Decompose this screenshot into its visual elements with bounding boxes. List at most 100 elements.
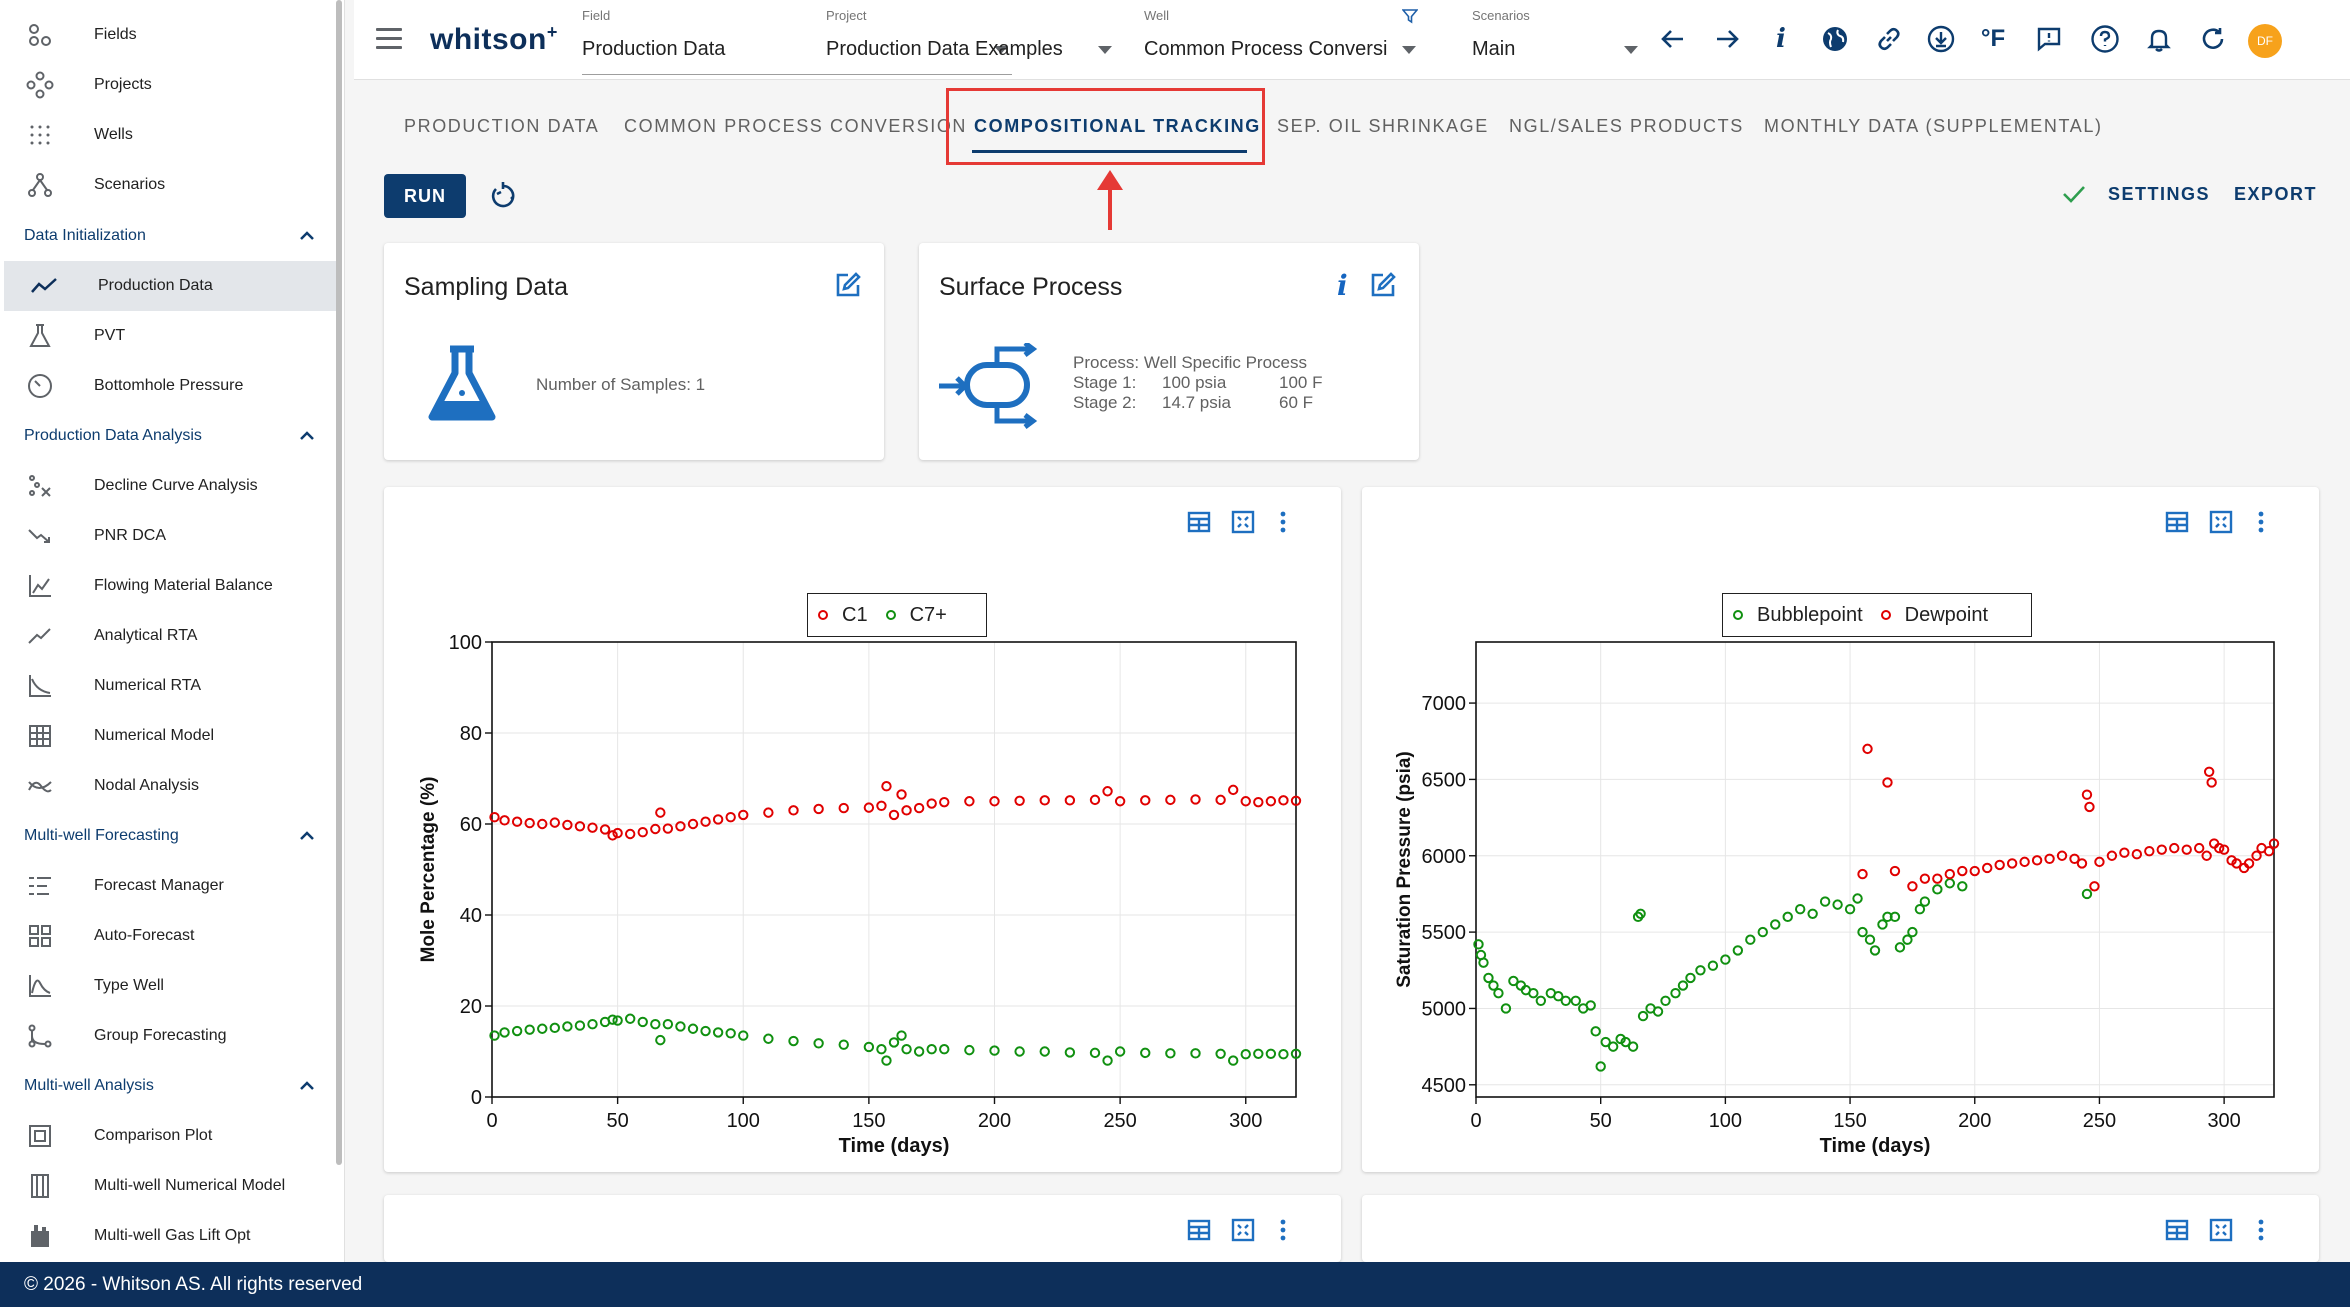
section-production-data-analysis[interactable]: Production Data Analysis — [0, 411, 340, 461]
sidebar-item-analytical-rta[interactable]: Analytical RTA — [0, 611, 340, 661]
settings-button[interactable]: SETTINGS — [2108, 184, 2211, 204]
app-logo[interactable]: whitson+ — [430, 22, 558, 57]
export-button[interactable]: EXPORT — [2234, 184, 2318, 204]
tab-production-data[interactable]: PRODUCTION DATA — [404, 116, 600, 136]
more-vert-icon[interactable] — [2246, 1215, 2276, 1245]
legend-marker — [1733, 610, 1743, 620]
more-vert-icon[interactable] — [2246, 507, 2276, 537]
fullscreen-icon[interactable] — [1228, 507, 1258, 537]
sidebar-item-decline-curve-analysis[interactable]: Decline Curve Analysis — [0, 461, 340, 511]
link-icon[interactable] — [1872, 22, 1906, 56]
chevron-down-icon — [1624, 46, 1638, 54]
feedback-icon[interactable] — [2032, 22, 2066, 56]
edit-icon[interactable] — [834, 271, 862, 299]
tab-common-process-conversion[interactable]: COMMON PROCESS CONVERSION — [624, 116, 968, 136]
info-icon[interactable]: i — [1337, 269, 1348, 302]
field-select[interactable]: Field Production Data — [582, 4, 1012, 78]
fullscreen-icon[interactable] — [2206, 507, 2236, 537]
stage-2-pressure: 14.7 psia — [1162, 393, 1231, 412]
data-point — [1635, 908, 1646, 919]
project-select[interactable]: Project Production Data Examples — [826, 4, 1112, 78]
well-select[interactable]: Well Common Process Conversi — [1144, 4, 1434, 78]
edit-icon[interactable] — [1369, 271, 1397, 299]
reset-icon[interactable] — [487, 180, 519, 212]
section-data-initialization[interactable]: Data Initialization — [0, 211, 340, 261]
sidebar-item-multi-well-gas-lift-opt[interactable]: Multi-well Gas Lift Opt — [0, 1211, 340, 1261]
tab-ngl-sales-products[interactable]: NGL/SALES PRODUCTS — [1509, 116, 1744, 136]
avatar[interactable]: DF — [2248, 24, 2282, 58]
sidebar-item-group-forecasting[interactable]: Group Forecasting — [0, 1011, 340, 1061]
data-point — [896, 1030, 907, 1041]
saturation-pressure-chart[interactable]: 0 50 100 150 200 250 300 4500 5000 5500 6000 6500 70… — [1362, 487, 2319, 1172]
filter-icon[interactable] — [1402, 8, 1418, 24]
sidebar-item-numerical-rta[interactable]: Numerical RTA — [0, 661, 340, 711]
legend-item[interactable]: C1 — [818, 604, 868, 627]
logo-plus: + — [546, 22, 558, 42]
legend-item[interactable]: C7+ — [885, 603, 947, 627]
type-curve-icon — [26, 972, 54, 1000]
legend-item[interactable]: Bubblepoint — [1733, 604, 1863, 627]
run-button[interactable]: RUN — [384, 174, 466, 218]
download-icon[interactable] — [1924, 22, 1958, 56]
data-point — [1607, 1041, 1619, 1052]
section-multi-well-analysis[interactable]: Multi-well Analysis — [0, 1061, 340, 1111]
section-multi-well-forecasting[interactable]: Multi-well Forecasting — [0, 811, 340, 861]
more-vert-icon[interactable] — [1268, 1215, 1298, 1245]
tab-monthly-data[interactable]: MONTHLY DATA (SUPPLEMENTAL) — [1764, 116, 2103, 136]
table-icon[interactable] — [1184, 1215, 1214, 1245]
menu-icon[interactable] — [376, 28, 402, 50]
sidebar-item-fields[interactable]: Fields — [0, 10, 340, 60]
fullscreen-icon[interactable] — [1228, 1215, 1258, 1245]
section-title: Production Data Analysis — [24, 427, 202, 444]
sidebar-item-wells[interactable]: Wells — [0, 110, 340, 160]
data-point — [1944, 868, 1956, 880]
x-tick-label: 50 — [607, 1110, 629, 1132]
info-icon[interactable]: i — [1776, 24, 1786, 54]
table-icon[interactable] — [2162, 507, 2192, 537]
data-point — [1637, 1010, 1649, 1022]
data-point — [499, 1027, 510, 1038]
tab-compositional-tracking[interactable]: COMPOSITIONAL TRACKING — [974, 116, 1261, 136]
data-point — [1982, 862, 1993, 874]
temperature-unit-toggle[interactable]: °F — [1980, 25, 2006, 52]
scenario-select[interactable]: Scenarios Main — [1472, 4, 1638, 78]
x-tick-label: 300 — [2207, 1110, 2240, 1132]
sidebar-scrollbar[interactable] — [336, 0, 342, 1165]
legend-label: C7+ — [909, 603, 947, 626]
data-point — [700, 1025, 711, 1037]
sidebar-item-type-well[interactable]: Type Well — [0, 961, 340, 1011]
bell-icon[interactable] — [2142, 22, 2176, 56]
data-point — [1627, 1041, 1639, 1052]
data-point — [926, 798, 937, 809]
globe-icon[interactable] — [1818, 22, 1852, 56]
sidebar-item-comparison-plot[interactable]: Comparison Plot — [0, 1111, 340, 1161]
tab-sep-oil-shrinkage[interactable]: SEP. OIL SHRINKAGE — [1277, 116, 1489, 136]
more-vert-icon[interactable] — [1268, 507, 1298, 537]
arrow-left-icon[interactable] — [1656, 22, 1690, 56]
table-icon[interactable] — [2162, 1215, 2192, 1245]
series-c7- — [489, 1013, 1302, 1066]
sampling-data-card: Sampling Data Number of Samples: 1 — [384, 243, 884, 460]
sidebar-item-projects[interactable]: Projects — [0, 60, 340, 110]
sidebar-item-flowing-material-balance[interactable]: Flowing Material Balance — [0, 561, 340, 611]
data-point — [1165, 794, 1176, 806]
table-icon[interactable] — [1184, 507, 1214, 537]
data-point — [1227, 1055, 1239, 1066]
help-icon[interactable] — [2088, 22, 2122, 56]
legend-item[interactable]: Dewpoint — [1880, 604, 1988, 627]
sidebar-item-pvt[interactable]: PVT — [0, 311, 340, 361]
sidebar-item-numerical-model[interactable]: Numerical Model — [0, 711, 340, 761]
sidebar-item-nodal-analysis[interactable]: Nodal Analysis — [0, 761, 340, 811]
refresh-icon[interactable] — [2196, 22, 2230, 56]
sidebar-item-scenarios[interactable]: Scenarios — [0, 160, 340, 210]
composition-chart[interactable]: 0 50 100 150 200 250 300 0 20 40 60 80 100 Time (days… — [384, 487, 1341, 1172]
sidebar-item-bottomhole-pressure[interactable]: Bottomhole Pressure — [0, 361, 340, 411]
sidebar-item-auto-forecast[interactable]: Auto-Forecast — [0, 911, 340, 961]
sidebar-item-forecast-manager[interactable]: Forecast Manager — [0, 861, 340, 911]
fullscreen-icon[interactable] — [2206, 1215, 2236, 1245]
arrow-right-icon[interactable] — [1710, 22, 1744, 56]
data-point — [876, 800, 887, 811]
sidebar-item-multi-well-numerical-model[interactable]: Multi-well Numerical Model — [0, 1161, 340, 1211]
sidebar-item-pnr-dca[interactable]: PNR DCA — [0, 511, 340, 561]
sidebar-item-production-data[interactable]: Production Data — [4, 261, 342, 311]
